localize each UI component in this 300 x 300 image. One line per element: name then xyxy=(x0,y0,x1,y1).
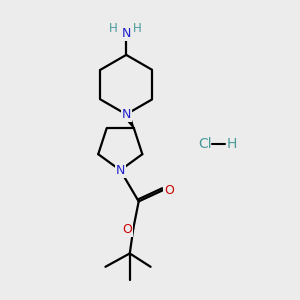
Text: Cl: Cl xyxy=(198,137,212,151)
Text: O: O xyxy=(122,223,132,236)
Text: H: H xyxy=(110,22,118,34)
Text: H: H xyxy=(226,137,237,151)
Text: H: H xyxy=(133,22,142,34)
Polygon shape xyxy=(123,113,134,128)
Text: O: O xyxy=(164,184,174,196)
Text: N: N xyxy=(122,27,131,40)
Text: N: N xyxy=(122,108,131,121)
Text: N: N xyxy=(116,164,125,177)
